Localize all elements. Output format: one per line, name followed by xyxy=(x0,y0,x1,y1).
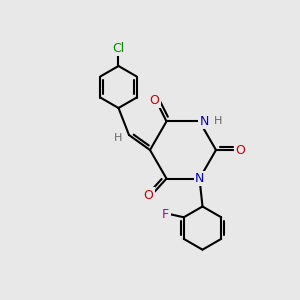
Text: H: H xyxy=(214,116,222,126)
Text: Cl: Cl xyxy=(112,41,124,55)
Text: H: H xyxy=(113,133,122,143)
Text: O: O xyxy=(150,94,159,107)
Text: N: N xyxy=(199,115,209,128)
Text: O: O xyxy=(144,189,153,202)
Text: N: N xyxy=(195,172,204,185)
Text: O: O xyxy=(235,143,245,157)
Text: F: F xyxy=(162,208,169,221)
